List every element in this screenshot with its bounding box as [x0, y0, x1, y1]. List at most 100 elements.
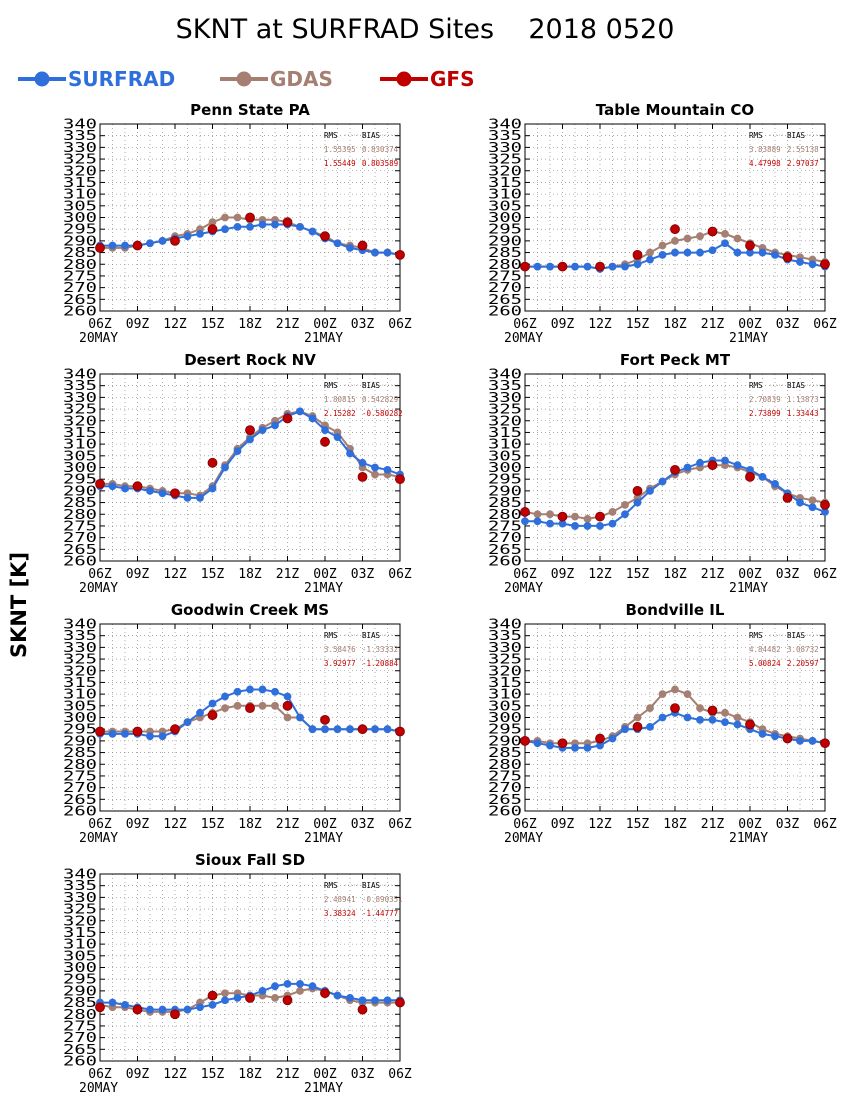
chart-panel: Fort Peck MT2602652702752802852902953003… [488, 351, 837, 596]
data-point-surfrad [233, 447, 242, 456]
data-point-surfrad [108, 482, 117, 491]
data-point-gdas [733, 234, 742, 243]
y-tick-label: 260 [63, 305, 97, 320]
x-tick-label: 21Z [701, 317, 725, 332]
data-point-surfrad [196, 493, 204, 502]
data-point-surfrad [583, 743, 592, 752]
x-tick-label: 03Z [776, 317, 800, 332]
data-point-gdas [583, 515, 592, 523]
x-tick-label: 00Z [738, 567, 762, 582]
y-tick-label: 295 [63, 723, 97, 738]
y-tick-label: 280 [488, 758, 522, 773]
y-tick-label: 285 [63, 496, 97, 511]
data-point-surfrad [221, 996, 229, 1005]
data-point-gfs [595, 511, 605, 522]
y-tick-label: 290 [63, 484, 97, 499]
date-label: 20MAY [79, 331, 118, 346]
stats-bias-gdas: 3.08732 [787, 645, 819, 654]
data-point-gdas [283, 713, 292, 722]
stats-bias-gfs: 0.803589 [362, 159, 398, 168]
data-point-gfs [782, 733, 793, 744]
data-point-surfrad [121, 1001, 129, 1009]
data-point-gfs [207, 457, 218, 468]
x-tick-label: 09Z [126, 567, 150, 582]
y-tick-label: 300 [63, 961, 97, 976]
data-point-surfrad [146, 239, 154, 248]
y-tick-label: 260 [63, 1055, 97, 1070]
x-tick-label: 00Z [313, 567, 337, 582]
data-point-gfs [282, 700, 293, 711]
data-point-gfs [745, 719, 755, 730]
data-point-gfs [170, 724, 180, 735]
data-point-gdas [546, 510, 554, 519]
data-point-surfrad [371, 463, 379, 472]
date-label: 20MAY [79, 1081, 118, 1096]
y-tick-label: 340 [63, 868, 97, 883]
data-point-surfrad [296, 979, 304, 988]
data-point-gdas [371, 470, 379, 479]
x-tick-label: 21Z [276, 317, 300, 332]
x-tick-label: 09Z [126, 817, 150, 832]
y-tick-label: 315 [488, 426, 522, 441]
data-point-gfs [395, 726, 405, 737]
data-point-gdas [571, 512, 579, 521]
data-point-surfrad [658, 713, 667, 722]
data-point-surfrad [183, 493, 192, 502]
data-point-gdas [271, 993, 279, 1002]
data-point-gdas [608, 508, 617, 516]
stats-rms-gdas: 3.83889 [749, 145, 781, 154]
data-point-surfrad [108, 998, 117, 1007]
data-point-surfrad [658, 477, 667, 486]
data-point-surfrad [271, 982, 279, 991]
chart-panel: Bondville IL2602652702752802852902953003… [488, 601, 837, 846]
y-tick-label: 295 [488, 723, 522, 738]
x-tick-label: 06Z [88, 1067, 112, 1082]
data-point-gfs [632, 721, 643, 732]
stats-bias-gfs: -0.580282 [362, 409, 403, 418]
data-point-surfrad [721, 456, 729, 465]
data-point-gdas [696, 704, 704, 713]
data-point-surfrad [346, 243, 354, 252]
x-tick-label: 12Z [588, 817, 612, 832]
data-point-surfrad [258, 220, 267, 229]
x-tick-label: 18Z [238, 567, 262, 582]
legend-swatch-gfs [380, 71, 428, 87]
data-point-surfrad [521, 517, 529, 526]
date-label: 21MAY [729, 581, 768, 596]
data-point-gdas [233, 213, 242, 222]
y-tick-label: 340 [63, 368, 97, 383]
data-point-gfs [520, 507, 530, 517]
data-point-surfrad [721, 718, 729, 727]
data-point-gdas [646, 704, 654, 713]
date-label: 20MAY [504, 831, 543, 846]
x-tick-label: 21Z [701, 817, 725, 832]
data-point-surfrad [346, 449, 354, 458]
y-tick-label: 330 [63, 391, 97, 406]
data-point-gfs [170, 1009, 180, 1020]
stats-bias-header: BIAS [362, 131, 381, 140]
data-point-surfrad [583, 522, 592, 530]
data-point-surfrad [246, 222, 254, 231]
data-point-gfs [670, 703, 680, 714]
chart-panel: Sioux Fall SD 260265270275280285290295300… [63, 851, 412, 1096]
data-point-gfs [207, 990, 218, 1001]
x-tick-label: 21Z [276, 567, 300, 582]
stats-bias-gfs: 2.97037 [787, 159, 819, 168]
y-tick-label: 260 [488, 555, 522, 570]
y-tick-label: 290 [63, 734, 97, 749]
y-tick-label: 285 [63, 246, 97, 261]
y-tick-label: 275 [488, 519, 522, 534]
data-point-gfs [245, 703, 255, 714]
y-tick-label: 270 [488, 531, 522, 546]
data-point-gfs [132, 1004, 143, 1015]
data-point-surfrad [796, 258, 804, 266]
x-tick-label: 12Z [163, 1067, 187, 1082]
data-point-surfrad [308, 414, 317, 423]
panel-title: Bondville IL [626, 601, 725, 619]
data-point-surfrad [158, 236, 167, 245]
y-tick-label: 300 [63, 711, 97, 726]
data-point-surfrad [233, 993, 242, 1002]
stats-bias-header: BIAS [787, 631, 806, 640]
y-tick-label: 325 [63, 653, 97, 668]
